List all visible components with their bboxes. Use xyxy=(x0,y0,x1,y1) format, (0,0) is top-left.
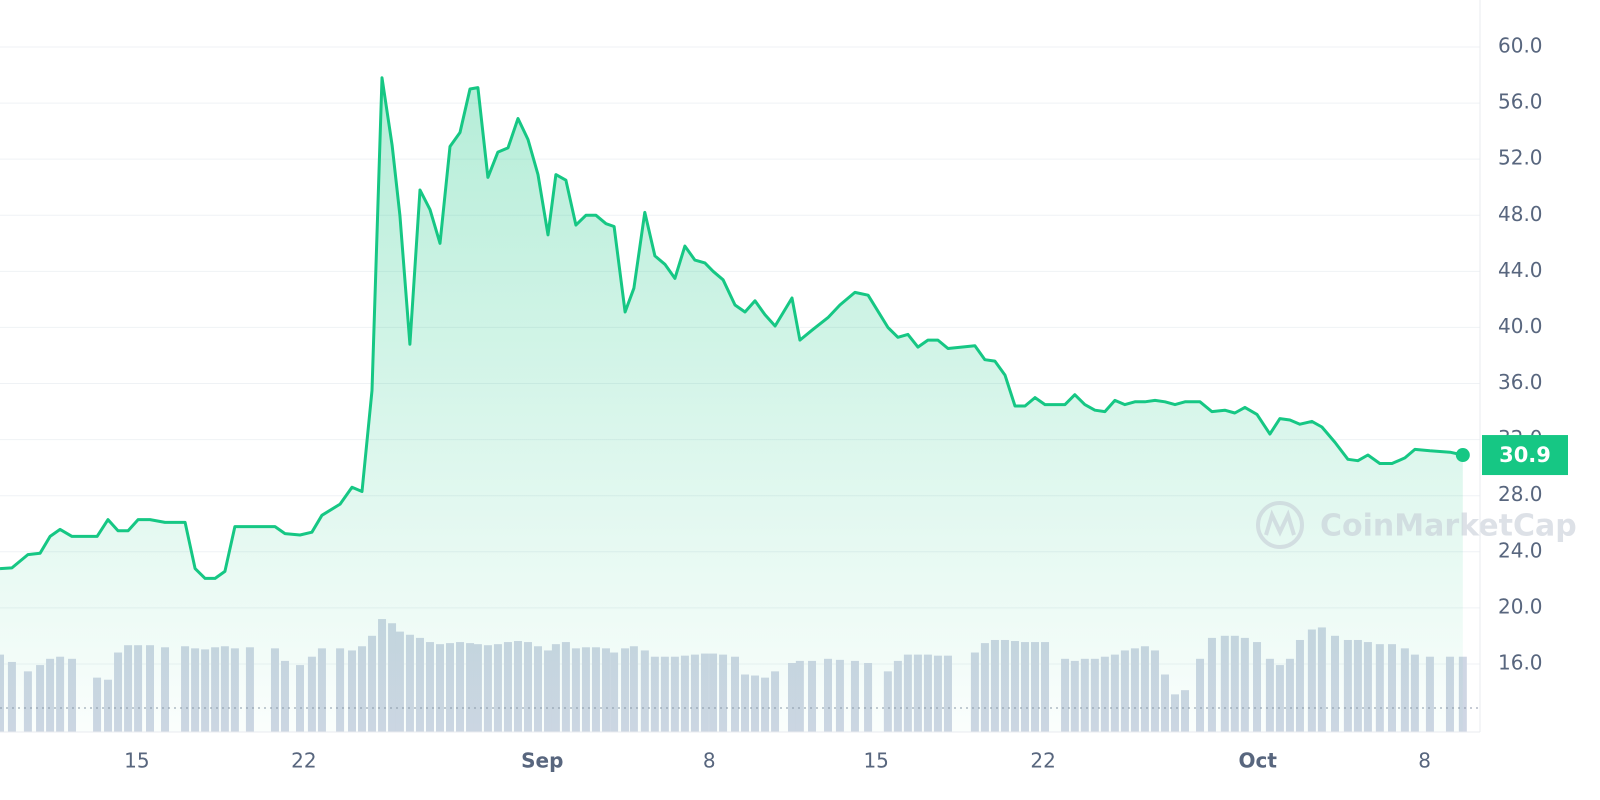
y-tick-label: 44.0 xyxy=(1498,258,1543,282)
x-tick-label: 8 xyxy=(1418,749,1431,773)
last-point xyxy=(1455,448,1470,463)
x-tick-label: 15 xyxy=(863,749,888,773)
volume-bar xyxy=(1458,656,1467,732)
y-tick-label: 48.0 xyxy=(1498,202,1543,226)
y-tick-label: 60.0 xyxy=(1498,33,1543,57)
watermark-text: CoinMarketCap xyxy=(1320,509,1577,544)
y-tick-label: 28.0 xyxy=(1498,482,1543,506)
y-tick-label: 40.0 xyxy=(1498,314,1543,338)
x-tick-label: Oct xyxy=(1239,749,1278,773)
x-tick-label: 8 xyxy=(703,749,716,773)
y-tick-label: 36.0 xyxy=(1498,370,1543,394)
y-tick-label: 52.0 xyxy=(1498,146,1543,170)
watermark: CoinMarketCap xyxy=(1256,501,1577,549)
plot xyxy=(0,76,1470,733)
y-tick-label: 16.0 xyxy=(1498,650,1543,674)
price-line xyxy=(0,76,1464,580)
price-tag-box xyxy=(1482,435,1568,476)
y-tick-label: 20.0 xyxy=(1498,594,1543,618)
axes: 16.020.024.028.032.036.040.044.048.052.0… xyxy=(124,33,1542,772)
x-tick-label: 22 xyxy=(291,749,316,773)
x-tick-label: 15 xyxy=(124,749,149,773)
price-tag-label: 30.9 xyxy=(1499,443,1551,467)
y-tick-label: 24.0 xyxy=(1498,538,1543,562)
x-tick-label: Sep xyxy=(521,749,563,773)
price-tag: 30.9 xyxy=(1482,435,1568,476)
price-area xyxy=(0,77,1463,733)
y-tick-label: 56.0 xyxy=(1498,90,1543,114)
x-tick-label: 22 xyxy=(1030,749,1055,773)
